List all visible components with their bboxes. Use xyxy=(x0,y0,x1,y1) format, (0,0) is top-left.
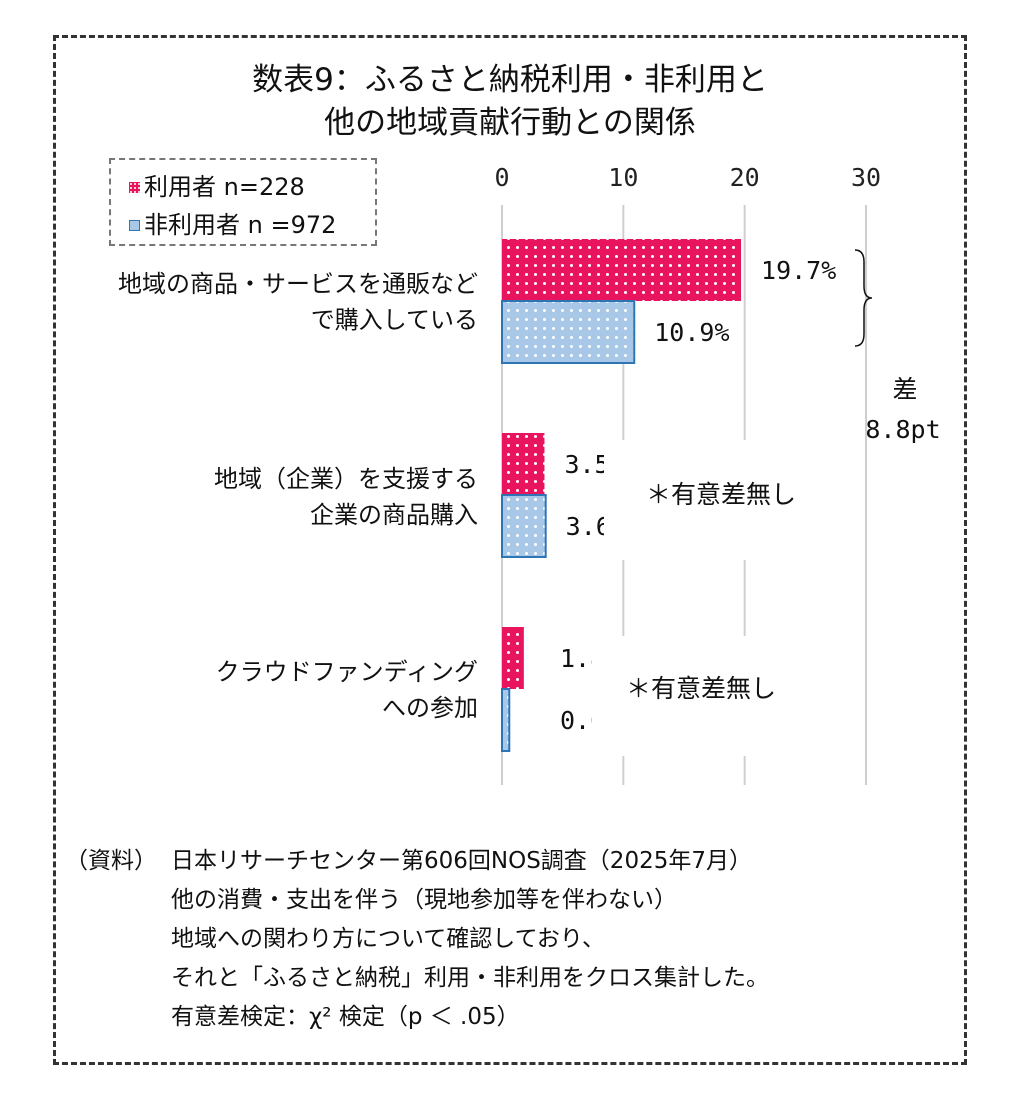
annotation-box-2 xyxy=(592,636,772,756)
source-notes: （資料） 日本リサーチセンター第606回NOS調査（2025年7月） 他の消費・支… xyxy=(65,842,769,1037)
category-label-2: クラウドファンディング への参加 xyxy=(215,658,478,722)
no-significance-note-2: ＊有意差無し xyxy=(626,674,776,703)
category-label-1: 地域（企業）を支援する 企業の商品購入 xyxy=(214,465,478,529)
difference-bracket xyxy=(854,249,873,347)
chart-frame xyxy=(53,35,967,1065)
notes-line-3: それと「ふるさと納税」利用・非利用をクロス集計した。 xyxy=(171,965,769,991)
chart-title-line2: 他の地域貢献行動との関係 xyxy=(324,105,696,141)
notes-line-4: 有意差検定：χ² 検定（p ＜ .05） xyxy=(171,1004,520,1030)
bar-user-1 xyxy=(502,433,545,495)
notes-line-0: 日本リサーチセンター第606回NOS調査（2025年7月） xyxy=(171,848,752,874)
notes-line-1: 他の消費・支出を伴う（現地参加等を伴わない） xyxy=(171,887,677,913)
legend-item-nonuser: 非利用者 n =972 xyxy=(129,210,336,240)
data-label-user-0: 19.7% xyxy=(761,256,836,285)
legend-swatch-nonuser xyxy=(129,219,140,231)
legend-swatch-user xyxy=(129,181,140,193)
category-label-0: 地域の商品・サービスを通販など で購入している xyxy=(118,270,478,334)
legend-label-user: 利用者 n=228 xyxy=(144,173,305,201)
legend-item-user: 利用者 n=228 xyxy=(129,172,305,202)
bar-nonuser-1 xyxy=(501,494,547,558)
notes-line-2: 地域への関わり方について確認しており、 xyxy=(171,926,606,952)
annotation-box-1 xyxy=(604,440,784,560)
bar-nonuser-2 xyxy=(501,688,511,752)
difference-label-line2: 8.8pt xyxy=(865,415,940,444)
x-tick-label-0: 0 xyxy=(494,163,509,192)
data-label-nonuser-0: 10.9% xyxy=(654,318,729,347)
difference-label-line1: 差 xyxy=(892,375,917,404)
x-tick-label-1: 10 xyxy=(608,163,638,192)
chart-title-line1: 数表9：ふるさと納税利用・非利用と xyxy=(252,62,768,98)
no-significance-note-1: ＊有意差無し xyxy=(646,480,796,509)
bar-nonuser-0 xyxy=(501,300,636,364)
legend-label-nonuser: 非利用者 n =972 xyxy=(144,211,337,239)
bar-user-2 xyxy=(502,627,524,689)
notes-label: （資料） xyxy=(65,848,157,874)
x-tick-label-2: 20 xyxy=(730,163,760,192)
legend: 利用者 n=228 非利用者 n =972 xyxy=(109,158,377,246)
x-tick-label-3: 30 xyxy=(851,163,881,192)
bar-user-0 xyxy=(502,239,742,301)
